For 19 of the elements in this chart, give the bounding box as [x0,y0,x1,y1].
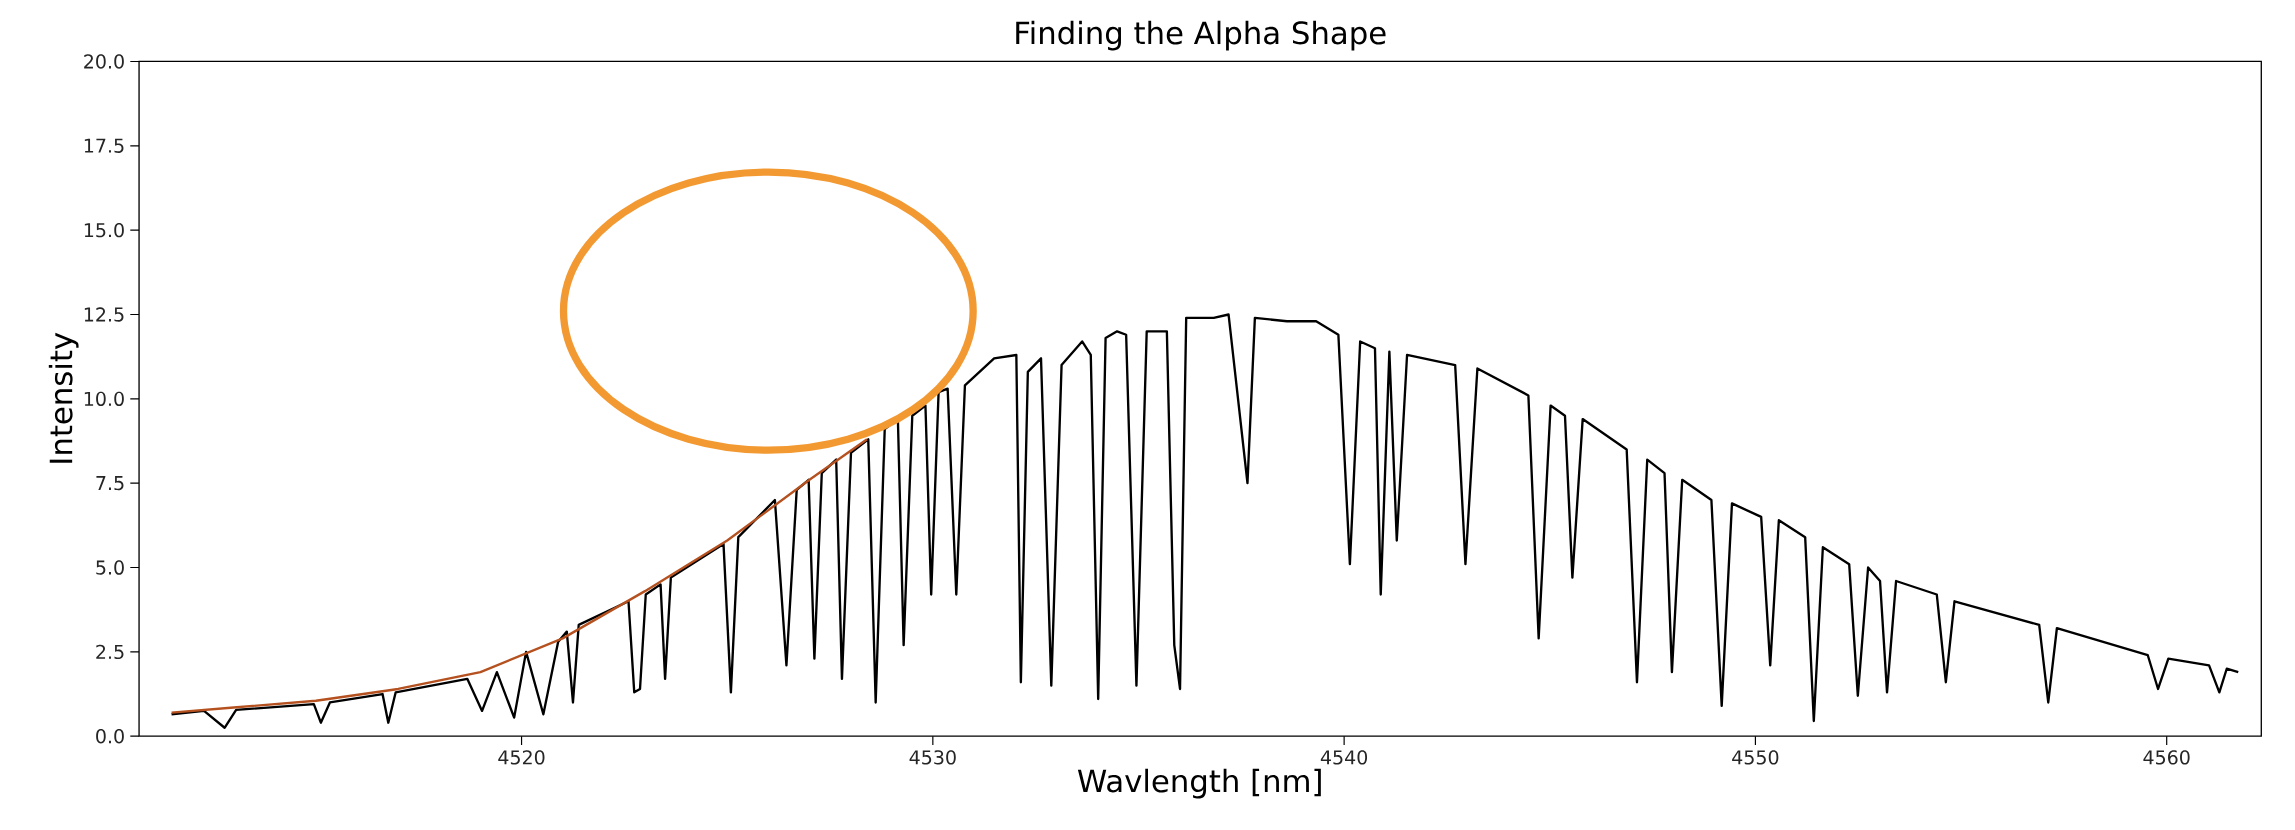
line-series [170,438,869,714]
line-series [170,313,2240,729]
x-tick-label: 4530 [909,750,956,765]
y-tick-label: 10.0 [84,391,124,407]
y-tick-label: 20.0 [84,54,124,69]
y-tick-label: 12.5 [84,307,124,322]
x-tick-label: 4520 [498,750,545,765]
y-tick-label: 2.5 [96,644,124,660]
y-tick-label: 0.0 [96,729,124,744]
x-tick-label: 4560 [2143,750,2190,765]
x-tick-label: 4550 [1732,750,1779,765]
x-tick-label: 4540 [1320,750,1368,765]
y-tick-label: 15.0 [84,223,124,238]
chart-title: Finding the Alpha Shape [1016,20,1386,51]
x-axis-title: Wavlength [nm] [1077,768,1321,799]
y-tick-label: 7.5 [96,476,124,491]
y-tick-label: 17.5 [84,138,124,153]
y-axis-title: Intensity [48,332,79,463]
y-tick-label: 5.0 [96,560,124,575]
